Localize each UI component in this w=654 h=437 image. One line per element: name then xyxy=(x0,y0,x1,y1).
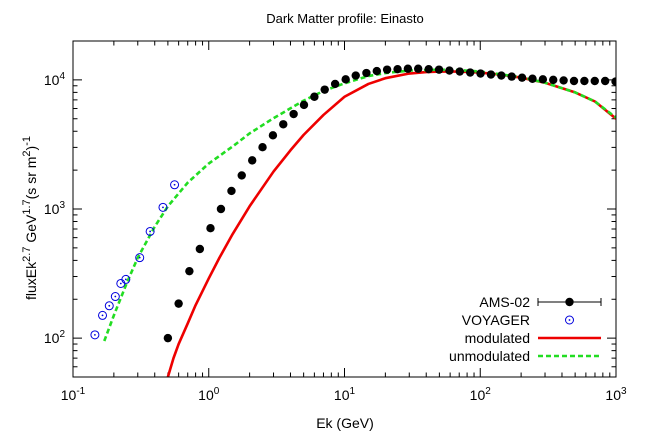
y-label-exp: -1 xyxy=(21,136,33,146)
y-axis-label: fluxEk2.7 GeV1.7(s sr m2)-1 xyxy=(21,136,39,300)
data-point-VOYAGER xyxy=(104,301,114,311)
data-point-VOYAGER xyxy=(90,330,100,340)
data-point-AMS-02 xyxy=(434,65,444,74)
data-point-AMS-02 xyxy=(476,69,485,78)
data-point-VOYAGER xyxy=(116,278,126,288)
data-point-AMS-02 xyxy=(538,75,548,84)
data-point-AMS-02 xyxy=(559,76,568,85)
data-point-AMS-02 xyxy=(351,71,360,80)
x-tick-label: 102 xyxy=(470,386,492,403)
x-tick-label: 100 xyxy=(198,386,220,403)
data-point-AMS-02 xyxy=(289,109,298,119)
data-point-VOYAGER xyxy=(170,180,180,190)
data-point-AMS-02 xyxy=(299,100,309,110)
legend-entry: unmodulated xyxy=(449,348,601,364)
y-label-part: (s sr m xyxy=(23,157,39,200)
x-tick-label: 101 xyxy=(334,386,356,403)
legend-entry: AMS-02 xyxy=(479,294,602,310)
y-label-part: ) xyxy=(23,146,39,151)
data-point-VOYAGER xyxy=(98,310,108,320)
data-point-AMS-02 xyxy=(268,131,278,140)
data-layer xyxy=(90,64,616,377)
y-label-exp: 2 xyxy=(21,150,33,156)
data-point-AMS-02 xyxy=(569,76,579,86)
legend-entry: VOYAGER xyxy=(462,312,574,328)
data-point-VOYAGER xyxy=(135,253,145,263)
y-label-exp: 2.7 xyxy=(21,247,33,262)
data-point-AMS-02 xyxy=(163,333,173,343)
data-point-AMS-02 xyxy=(185,266,194,276)
data-point-AMS-02 xyxy=(248,156,257,165)
plot-frame xyxy=(72,40,617,378)
x-tick-label: 103 xyxy=(605,386,627,403)
data-point-AMS-02 xyxy=(517,73,527,82)
data-point-AMS-02 xyxy=(445,66,454,75)
data-point-AMS-02 xyxy=(590,76,599,86)
data-point-AMS-02 xyxy=(393,64,402,74)
data-point-AMS-02 xyxy=(528,74,537,83)
y-label-part: GeV xyxy=(23,214,39,247)
data-point-AMS-02 xyxy=(372,66,382,76)
legend-label: modulated xyxy=(465,330,530,346)
data-point-AMS-02 xyxy=(413,64,423,73)
data-point-AMS-02 xyxy=(216,204,226,214)
data-point-AMS-02 xyxy=(486,70,496,79)
data-point-AMS-02 xyxy=(310,92,319,101)
y-tick-label: 103 xyxy=(44,200,66,217)
x-tick-label: 10-1 xyxy=(61,386,86,403)
data-point-AMS-02 xyxy=(403,64,413,73)
data-point-AMS-02 xyxy=(206,224,215,233)
series-line-modulated xyxy=(166,70,616,377)
data-point-AMS-02 xyxy=(362,68,371,78)
y-label-exp: 1.7 xyxy=(21,199,33,214)
data-point-AMS-02 xyxy=(497,71,506,80)
data-point-AMS-02 xyxy=(600,76,610,86)
y-tick-label: 104 xyxy=(44,71,66,88)
data-point-AMS-02 xyxy=(549,75,558,85)
chart-title: Dark Matter profile: Einasto xyxy=(266,11,424,26)
data-point-VOYAGER xyxy=(145,226,155,236)
y-label-part: fluxEk xyxy=(23,261,39,300)
data-point-AMS-02 xyxy=(227,186,236,196)
data-point-VOYAGER xyxy=(110,292,120,302)
data-point-AMS-02 xyxy=(195,244,205,254)
legend-marker xyxy=(565,315,574,325)
data-point-AMS-02 xyxy=(424,64,433,74)
ticks-layer: 10-1 100 101 102 103 102 103 104 xyxy=(44,40,627,403)
data-point-VOYAGER xyxy=(121,274,131,284)
data-point-AMS-02 xyxy=(611,77,616,86)
data-point-AMS-02 xyxy=(237,171,246,180)
data-point-AMS-02 xyxy=(258,143,267,152)
legend-marker xyxy=(565,297,574,307)
x-axis-label: Ek (GeV) xyxy=(316,415,374,431)
data-point-AMS-02 xyxy=(455,67,465,76)
data-point-VOYAGER xyxy=(158,202,168,212)
data-point-AMS-02 xyxy=(279,120,288,129)
data-point-AMS-02 xyxy=(174,299,183,308)
legend-label: unmodulated xyxy=(449,348,530,364)
data-point-AMS-02 xyxy=(580,76,589,86)
data-point-AMS-02 xyxy=(341,75,350,84)
legend-label: AMS-02 xyxy=(479,294,530,310)
data-point-AMS-02 xyxy=(507,72,516,81)
legend-label: VOYAGER xyxy=(462,312,530,328)
data-point-AMS-02 xyxy=(330,79,340,89)
data-point-AMS-02 xyxy=(320,85,329,94)
y-tick-label: 102 xyxy=(44,329,66,346)
legend-entry: modulated xyxy=(465,330,601,346)
data-point-AMS-02 xyxy=(382,65,392,74)
legend: AMS-02 VOYAGER modulated unmodulated xyxy=(449,294,602,364)
data-point-AMS-02 xyxy=(465,68,475,77)
